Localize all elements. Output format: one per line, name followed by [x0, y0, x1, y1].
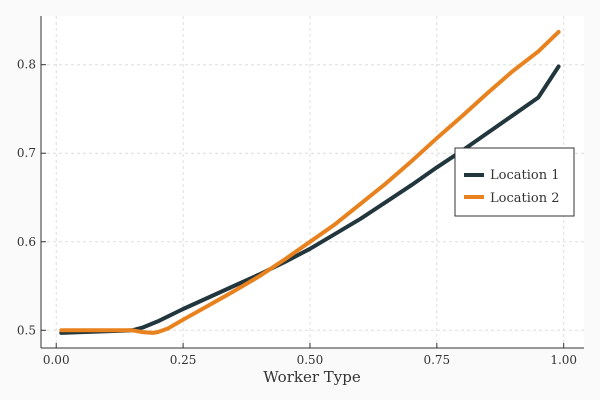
- y-tick-label: 0.5: [17, 323, 36, 337]
- legend-box: [454, 147, 575, 217]
- y-tick-label: 0.7: [17, 146, 36, 160]
- x-tick-label: 0.00: [43, 353, 70, 367]
- x-tick-label: 1.00: [550, 353, 577, 367]
- x-axis-title: Worker Type: [263, 368, 361, 386]
- grid-lines: [41, 16, 584, 348]
- x-tick-label: 0.75: [423, 353, 450, 367]
- y-tick-label: 0.6: [17, 235, 36, 249]
- series-line-2: [59, 29, 561, 335]
- axes: [40, 16, 584, 349]
- legend-label-location-2: Location 2: [490, 191, 559, 206]
- tick-labels: 0.00 0.25 0.50 0.75 1.00 0.5 0.6 0.7 0.8: [17, 58, 577, 367]
- x-tick-label: 0.50: [297, 353, 324, 367]
- legend: Location 1 Location 2: [454, 147, 575, 217]
- series-line-1: [59, 64, 561, 335]
- legend-label-location-1: Location 1: [490, 168, 559, 183]
- series-lines: [59, 29, 561, 335]
- y-tick-label: 0.8: [17, 58, 36, 72]
- x-tick-label: 0.25: [170, 353, 197, 367]
